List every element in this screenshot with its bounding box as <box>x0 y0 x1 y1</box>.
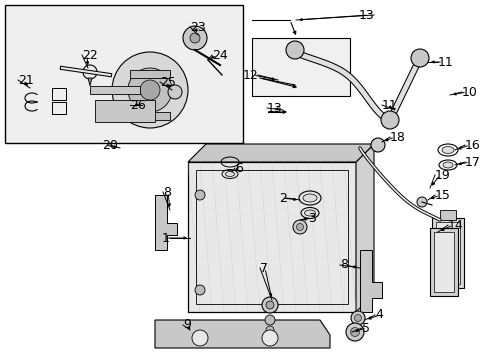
Text: 13: 13 <box>358 9 373 22</box>
Ellipse shape <box>441 147 453 153</box>
Text: 5: 5 <box>361 321 369 334</box>
Circle shape <box>192 330 207 346</box>
Circle shape <box>140 80 160 100</box>
Text: 19: 19 <box>434 168 450 181</box>
Circle shape <box>190 33 200 43</box>
Bar <box>187 162 355 312</box>
Text: 10: 10 <box>461 86 477 99</box>
Text: 22: 22 <box>82 49 98 62</box>
Bar <box>5 5 243 143</box>
Bar <box>52 88 66 100</box>
Text: 17: 17 <box>464 156 480 168</box>
Text: 6: 6 <box>235 162 243 175</box>
Circle shape <box>128 68 172 112</box>
Circle shape <box>265 326 273 334</box>
Circle shape <box>410 49 428 67</box>
Bar <box>130 112 170 120</box>
Bar <box>435 222 459 284</box>
Polygon shape <box>355 144 373 312</box>
Polygon shape <box>359 250 381 312</box>
Circle shape <box>370 138 384 152</box>
Circle shape <box>350 311 364 325</box>
Ellipse shape <box>225 171 234 176</box>
Ellipse shape <box>303 194 316 202</box>
Text: 14: 14 <box>447 219 463 231</box>
Circle shape <box>262 330 278 346</box>
Text: 11: 11 <box>437 55 453 68</box>
Polygon shape <box>155 320 329 348</box>
Circle shape <box>112 52 187 128</box>
Circle shape <box>354 315 361 321</box>
Text: 23: 23 <box>190 21 205 33</box>
Text: 3: 3 <box>307 212 315 225</box>
Circle shape <box>285 41 304 59</box>
Circle shape <box>380 111 398 129</box>
Bar <box>90 86 140 94</box>
Text: 13: 13 <box>266 102 282 114</box>
Text: 9: 9 <box>183 319 190 332</box>
Text: 8: 8 <box>339 258 347 271</box>
Circle shape <box>350 328 359 337</box>
Bar <box>251 38 349 96</box>
Bar <box>439 210 455 220</box>
Text: 25: 25 <box>160 76 176 89</box>
Text: 21: 21 <box>18 73 34 86</box>
Polygon shape <box>187 144 373 162</box>
Circle shape <box>195 285 204 295</box>
Bar <box>433 232 453 292</box>
Circle shape <box>296 224 303 230</box>
Bar <box>431 218 463 288</box>
Polygon shape <box>88 78 92 86</box>
Text: 4: 4 <box>374 309 382 321</box>
Bar <box>278 178 346 246</box>
Text: 16: 16 <box>464 139 480 152</box>
Text: 1: 1 <box>162 231 170 244</box>
Text: 11: 11 <box>381 99 397 112</box>
Bar <box>204 150 272 195</box>
Circle shape <box>346 323 363 341</box>
Text: 20: 20 <box>102 139 118 152</box>
Ellipse shape <box>442 162 452 168</box>
Circle shape <box>264 315 274 325</box>
Circle shape <box>195 190 204 200</box>
Circle shape <box>416 197 426 207</box>
Text: 26: 26 <box>130 99 145 112</box>
Text: 8: 8 <box>163 185 171 198</box>
Bar <box>130 70 170 78</box>
Text: 24: 24 <box>212 49 227 62</box>
Polygon shape <box>429 228 457 296</box>
Text: 2: 2 <box>279 192 286 204</box>
Text: 18: 18 <box>389 131 405 144</box>
Circle shape <box>168 85 182 99</box>
Polygon shape <box>155 195 177 250</box>
Text: 15: 15 <box>434 189 450 202</box>
Circle shape <box>183 26 206 50</box>
Circle shape <box>265 301 273 309</box>
Text: 7: 7 <box>260 261 267 274</box>
Bar <box>196 170 347 304</box>
Bar <box>95 100 155 122</box>
Circle shape <box>292 220 306 234</box>
Ellipse shape <box>304 210 315 216</box>
Bar <box>52 102 66 114</box>
Text: 12: 12 <box>242 68 258 81</box>
Circle shape <box>262 297 278 313</box>
